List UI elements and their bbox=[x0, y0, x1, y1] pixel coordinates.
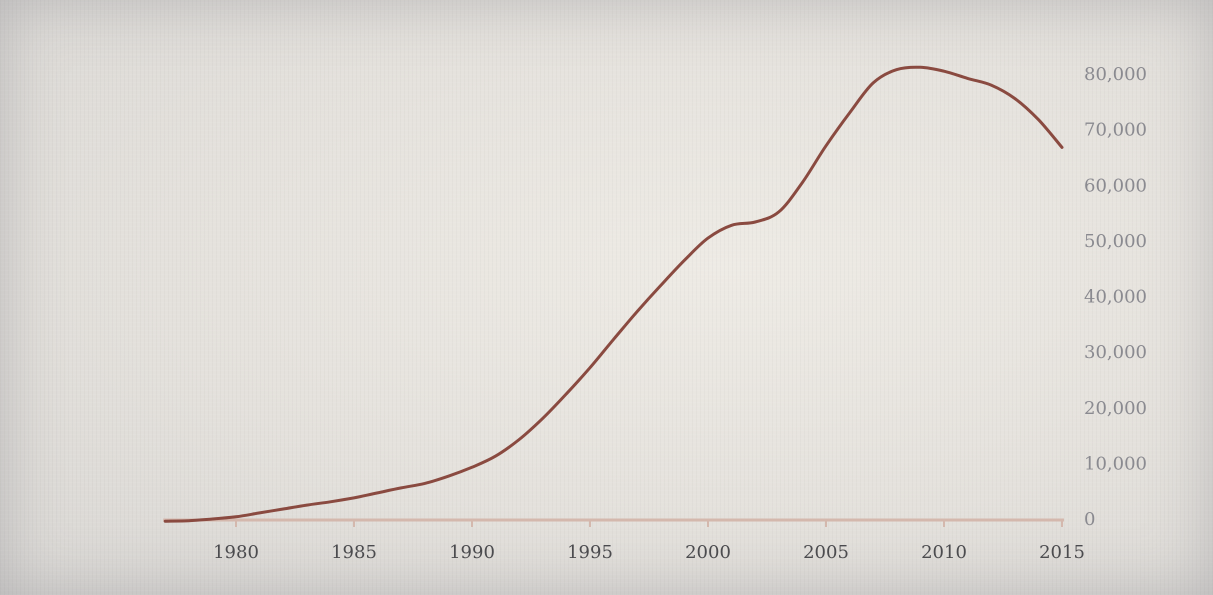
x-tick-label-2005: 2005 bbox=[803, 542, 849, 563]
y-tick-label-60000: 60,000 bbox=[1084, 175, 1147, 196]
x-tick-label-2000: 2000 bbox=[685, 542, 731, 563]
y-tick-label-0: 0 bbox=[1084, 509, 1095, 530]
x-tick-label-2015: 2015 bbox=[1039, 542, 1085, 563]
x-tick-label-1980: 1980 bbox=[213, 542, 259, 563]
series-group bbox=[163, 65, 1064, 523]
y-tick-label-50000: 50,000 bbox=[1084, 231, 1147, 252]
y-tick-label-30000: 30,000 bbox=[1084, 342, 1147, 363]
y-tick-label-40000: 40,000 bbox=[1084, 287, 1147, 308]
y-tick-label-20000: 20,000 bbox=[1084, 398, 1147, 419]
y-tick-label-80000: 80,000 bbox=[1084, 64, 1147, 85]
series-line-0 bbox=[163, 65, 1064, 523]
y-tick-label-10000: 10,000 bbox=[1084, 453, 1147, 474]
x-tick-label-1985: 1985 bbox=[331, 542, 377, 563]
y-tick-label-70000: 70,000 bbox=[1084, 120, 1147, 141]
x-tick-marks bbox=[235, 520, 1063, 527]
x-tick-label-1990: 1990 bbox=[449, 542, 495, 563]
x-tick-labels: 1980 1985 1990 1995 2000 2005 2010 2015 bbox=[213, 542, 1085, 563]
x-tick-label-1995: 1995 bbox=[567, 542, 613, 563]
x-tick-label-2010: 2010 bbox=[921, 542, 967, 563]
y-tick-labels: 0 10,000 20,000 30,000 40,000 50,000 60,000 70,… bbox=[1084, 64, 1147, 530]
